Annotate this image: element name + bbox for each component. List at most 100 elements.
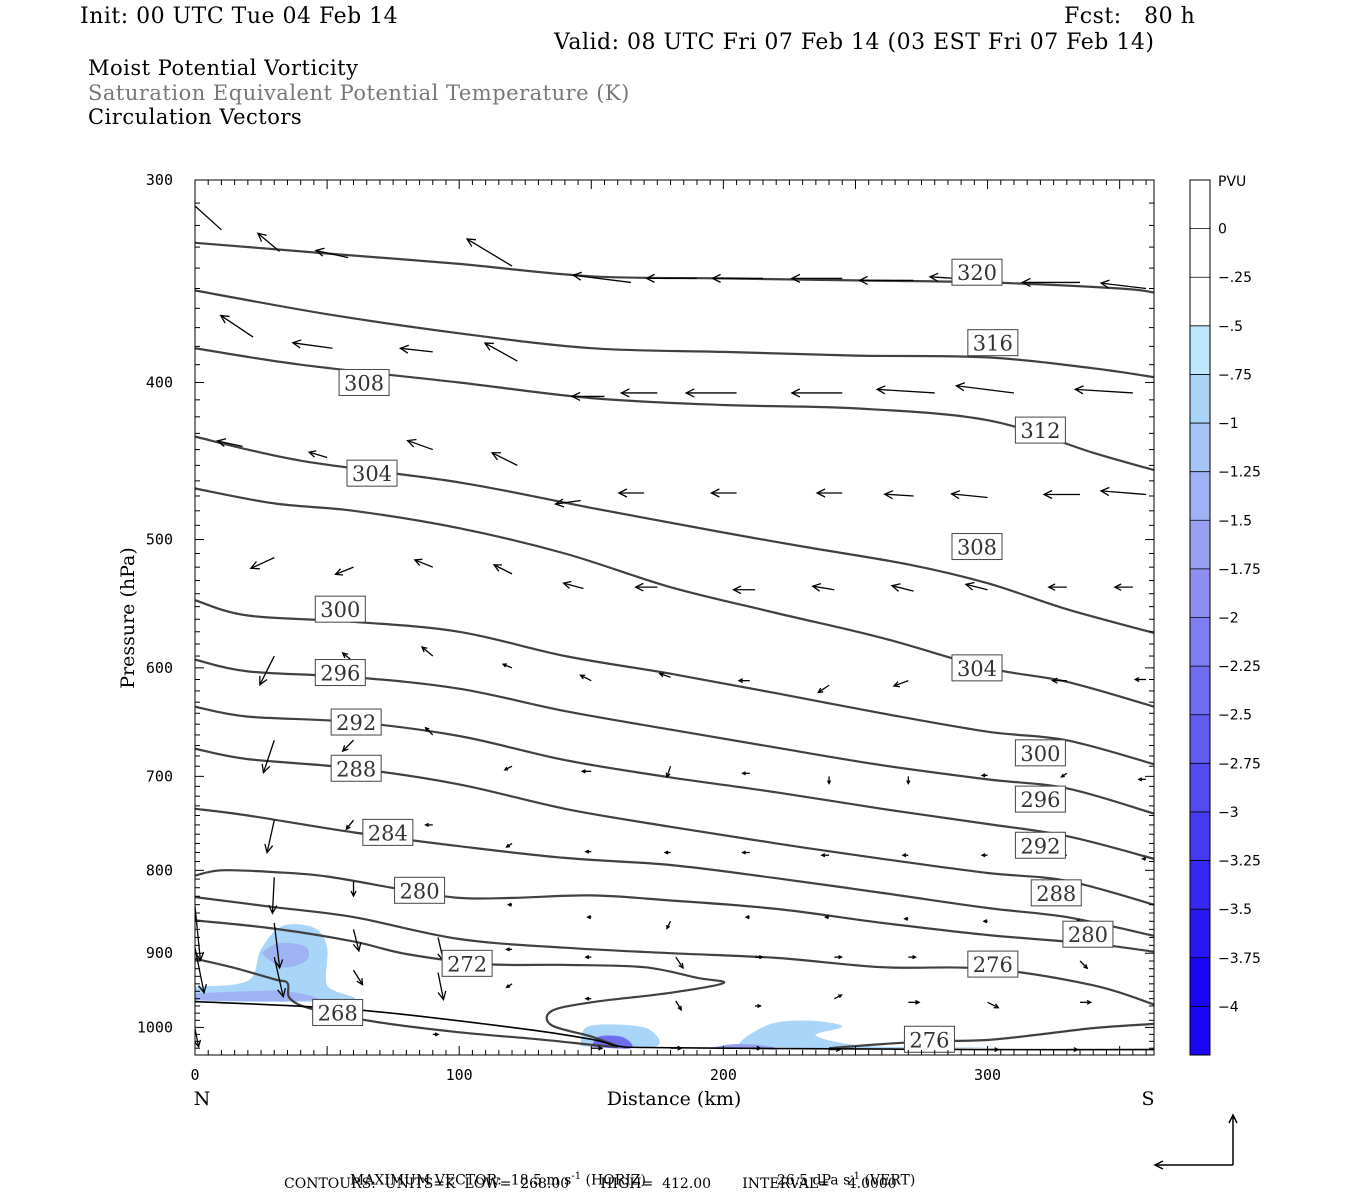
colorbar-bin-16 [1190, 957, 1210, 1007]
vector-121 [749, 1045, 763, 1051]
colorbar-bin-12 [1190, 763, 1210, 812]
contour-label-17: 280 [400, 879, 440, 903]
vector-108 [437, 972, 447, 1001]
x-tick-label-100: 100 [446, 1066, 473, 1084]
contour-label-8: 300 [320, 598, 360, 622]
colorbar-label-14: −3.5 [1218, 902, 1252, 918]
vector-105 [195, 947, 207, 995]
vector-86 [586, 915, 592, 920]
vector-119 [591, 1045, 604, 1051]
vert-exponent: -1 [850, 1171, 861, 1182]
vector-110 [584, 996, 592, 1001]
vector-35 [249, 557, 275, 570]
vector-27 [554, 498, 581, 508]
vector-33 [1042, 489, 1081, 500]
vector-106 [273, 956, 287, 999]
vert-unit: (VERT) [864, 1172, 916, 1189]
vector-60 [424, 726, 434, 736]
vector-29 [709, 488, 737, 498]
vector-18 [684, 388, 737, 398]
south-end-label: S [1141, 1088, 1154, 1110]
pv-region-2 [261, 942, 310, 968]
y-tick-label-300: 300 [146, 171, 173, 189]
colorbar: PVU 0 −.25 −.5 −.75 −1 −1.25 −1.5 −1.75 −2 −2.25 −… [1189, 174, 1261, 1056]
max-vector-label: MAXIMUM VECTOR: [349, 1172, 502, 1189]
plot-border [194, 179, 1155, 1056]
vector-30 [815, 488, 843, 498]
vector-52 [658, 672, 671, 678]
vector-94 [273, 922, 284, 970]
reference-vector [1153, 1113, 1238, 1170]
colorbar-label-9: −2.25 [1218, 659, 1261, 675]
vector-50 [501, 663, 513, 669]
vector-76 [741, 850, 750, 855]
ref-vertical-arrow [1228, 1113, 1238, 1165]
valid-time: Valid: 08 UTC Fri 07 Feb 14 (03 EST Fri … [554, 30, 1155, 55]
x-axis-label: Distance (km) [607, 1088, 742, 1110]
vector-1 [256, 232, 280, 252]
contour-label-0: 320 [957, 261, 997, 285]
contour-320-0 [195, 241, 1154, 294]
vector-104 [1079, 960, 1089, 970]
contour-label-19: 272 [447, 952, 487, 976]
vector-90 [903, 916, 909, 921]
vector-85 [506, 902, 513, 907]
contour-label-box-5 [951, 654, 1003, 682]
y-tick-label-400: 400 [146, 373, 173, 391]
vector-37 [413, 558, 434, 568]
contour-label-box-19 [441, 949, 493, 977]
colorbar-label-0: 0 [1218, 222, 1227, 238]
y-tick-label-800: 800 [146, 861, 173, 879]
vector-28 [617, 488, 645, 498]
ref-horizontal-arrow [1153, 1160, 1233, 1170]
max-vector-line: MAXIMUM VECTOR: 18.5 m s-1 (HORIZ) [341, 1158, 646, 1188]
vector-65 [826, 776, 832, 786]
vector-83 [350, 881, 357, 898]
contour-labels: 320 316 312 308 308 304 304 300 300 296 296 292 292 2… [312, 258, 1114, 1053]
contour-label-box-17 [394, 876, 446, 904]
vector-112 [755, 1003, 762, 1009]
vector-42 [811, 583, 835, 592]
vector-59 [341, 739, 354, 753]
contour-label-16: 280 [1068, 923, 1108, 947]
x-tick-label-0: 0 [190, 1066, 199, 1084]
contour-label-box-15 [362, 818, 414, 846]
colorbar-label-15: −3.75 [1218, 951, 1261, 967]
vector-89 [823, 915, 830, 920]
y-tick-label-900: 900 [146, 944, 173, 962]
vector-49 [420, 646, 434, 657]
contour-label-12: 292 [336, 711, 376, 735]
y-axis-label: Pressure (hPa) [117, 547, 139, 689]
vector-120 [670, 1045, 683, 1051]
contour-label-2: 312 [1020, 419, 1060, 443]
contour-label-7: 300 [1020, 742, 1060, 766]
vector-82 [268, 877, 278, 915]
contours-info: CONTOURS: UNITS=K LOW= 268.00 HIGH= 412.… [284, 1176, 897, 1192]
colorbar-bin-11 [1190, 714, 1210, 764]
vector-114 [908, 999, 921, 1005]
contour-312-2 [195, 347, 1154, 472]
colorbar-bin-0 [1190, 180, 1210, 229]
north-end-label: N [194, 1088, 211, 1110]
contour-label-box-2 [1014, 416, 1066, 444]
vector-97 [505, 947, 513, 952]
contour-label-box-3 [951, 533, 1003, 561]
contour-label-box-1 [967, 329, 1019, 357]
contour-label-box-14 [330, 754, 382, 782]
vector-20 [875, 385, 935, 395]
contour-label-18: 276 [973, 953, 1013, 977]
vector-64 [741, 771, 750, 776]
circulation-vectors [195, 205, 1147, 1053]
vector-125 [1066, 1047, 1080, 1053]
colorbar-label-4: −1 [1218, 416, 1239, 432]
vector-43 [890, 583, 914, 592]
vector-10 [1020, 277, 1081, 288]
horiz-exponent: -1 [571, 1171, 582, 1182]
vector-118 [432, 1032, 440, 1037]
colorbar-label-5: −1.25 [1218, 465, 1261, 481]
vector-21 [954, 382, 1015, 394]
vector-117 [195, 1028, 202, 1049]
vector-16 [570, 391, 605, 401]
vector-73 [505, 842, 513, 848]
